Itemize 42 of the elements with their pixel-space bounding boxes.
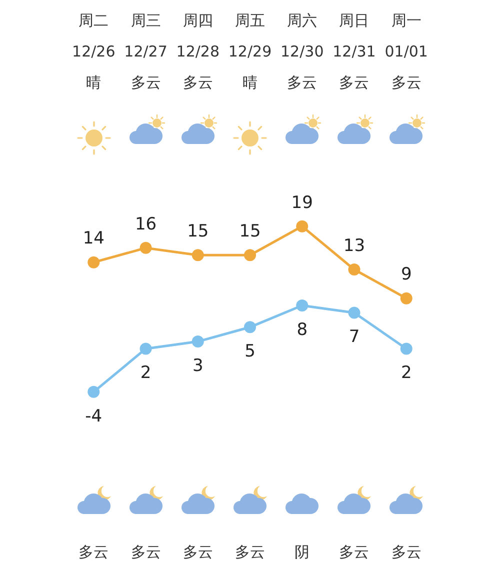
text: 多云 xyxy=(339,542,370,561)
text: 多云 xyxy=(391,542,422,561)
data-label: 2 xyxy=(140,363,152,384)
data-label: 9 xyxy=(400,264,412,285)
point xyxy=(400,342,412,355)
x-tick-label: 周五 12/29 晴 xyxy=(228,11,272,92)
x-tick-label: 周六 12/30 多云 xyxy=(280,11,324,92)
x-tick-label: 周四 12/28 多云 xyxy=(176,11,220,92)
data-label: 15 xyxy=(239,222,261,242)
data-label: 5 xyxy=(244,342,256,362)
point xyxy=(348,306,360,319)
data-label: 19 xyxy=(291,192,313,213)
data-label: 14 xyxy=(82,228,104,249)
point xyxy=(192,249,204,262)
x-tick-label: 周一 01/01 多云 xyxy=(384,11,428,92)
point xyxy=(244,321,256,334)
point xyxy=(296,220,308,232)
point xyxy=(400,292,412,304)
text: 阴 xyxy=(294,542,310,561)
point xyxy=(192,336,204,348)
point xyxy=(140,342,152,355)
point xyxy=(88,256,100,268)
text: 多云 xyxy=(130,542,161,561)
text: 多云 xyxy=(78,542,109,561)
point xyxy=(348,264,360,276)
point xyxy=(244,249,256,262)
x-tick-label: 周三 12/27 多云 xyxy=(124,11,168,92)
x-tick-label: 周二 12/26 晴 xyxy=(72,11,116,92)
text: 多云 xyxy=(235,542,265,561)
data-label: 8 xyxy=(296,320,308,340)
point xyxy=(296,300,308,312)
data-label: 15 xyxy=(187,222,209,242)
text: 多云 xyxy=(182,542,213,561)
point xyxy=(140,242,152,254)
x-tick-label: 周日 12/31 多云 xyxy=(332,11,376,92)
data-label: 16 xyxy=(134,214,157,234)
data-label: 2 xyxy=(400,363,412,384)
data-label: 3 xyxy=(192,356,204,376)
point xyxy=(88,386,100,398)
data-label: 7 xyxy=(348,327,360,348)
data-label: -4 xyxy=(85,406,102,426)
data-label: 13 xyxy=(343,236,366,256)
